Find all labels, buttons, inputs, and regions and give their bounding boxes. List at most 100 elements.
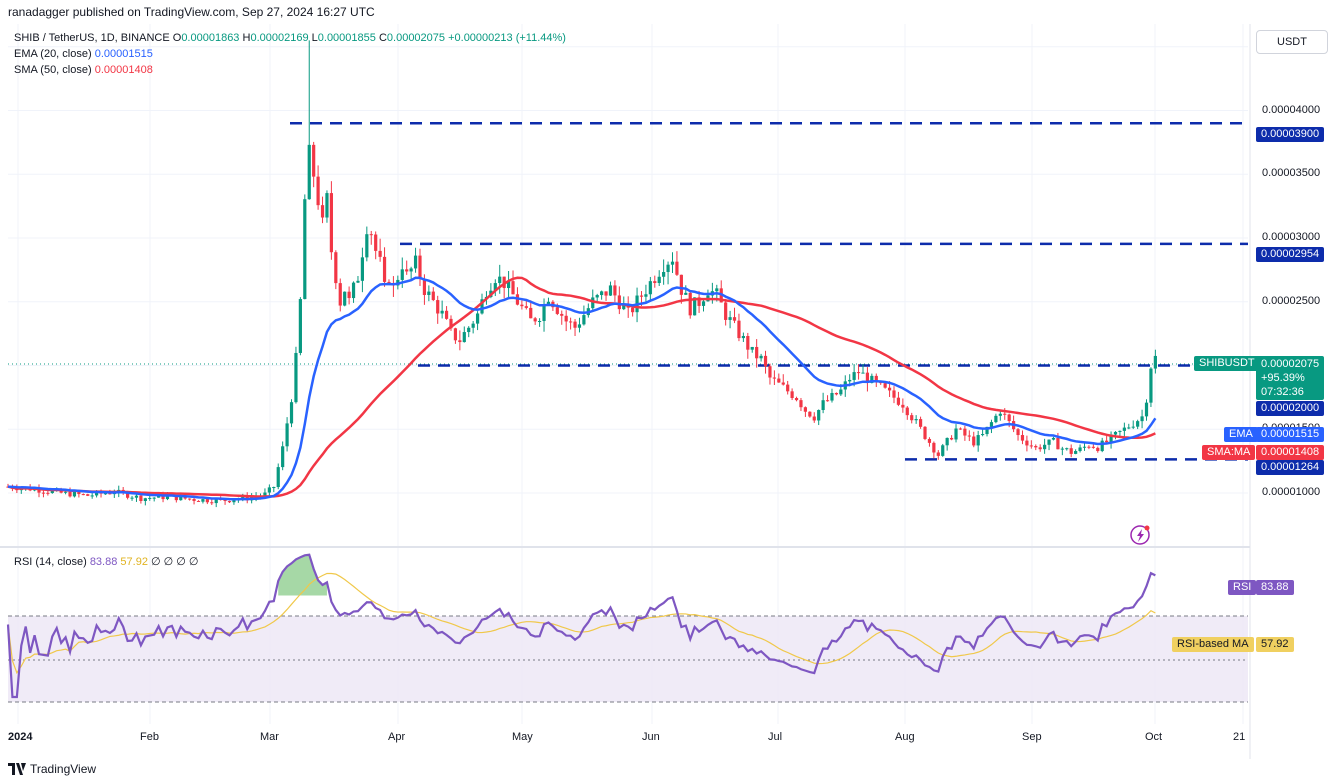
candle-body [786, 384, 790, 392]
candle-body [378, 250, 382, 257]
candle-body [86, 494, 90, 496]
candle-body [777, 378, 781, 383]
candle-body [205, 499, 209, 503]
close-value: 0.00002075 [386, 32, 446, 44]
time-tick-label: Apr [388, 731, 406, 743]
candle-body [130, 497, 134, 499]
ema-value-tag: 0.00001515 [1256, 427, 1325, 442]
candle-body [1127, 427, 1131, 429]
candle-body [1113, 431, 1118, 435]
candle-body [1091, 446, 1095, 448]
candle-body [1025, 440, 1029, 446]
price-chart [0, 24, 1251, 759]
candle-body [657, 276, 661, 283]
last-price-pct: +95.39% [1261, 372, 1305, 384]
candle-body [320, 205, 325, 218]
candle-body [1038, 447, 1042, 450]
candle-body [737, 320, 741, 339]
candle-body [174, 495, 178, 501]
tradingview-logo-icon [8, 763, 26, 775]
candle-body [799, 400, 803, 408]
time-tick-label: Sep [1022, 731, 1042, 743]
currency-button[interactable]: USDT [1256, 30, 1328, 54]
low-value: 0.00001855 [317, 32, 376, 44]
candle-body [688, 292, 692, 316]
candle-body [498, 276, 502, 284]
candle-body [896, 397, 901, 405]
candle-body [839, 389, 843, 395]
candle-body [77, 491, 81, 495]
candle-body [834, 392, 839, 395]
candle-body [232, 500, 236, 503]
rsi-ma-tag: RSI-based MA [1172, 637, 1254, 652]
candle-body [613, 285, 617, 296]
candle-body [223, 499, 227, 502]
candle-body [732, 317, 737, 321]
candle-body [347, 291, 351, 299]
candle-body [440, 310, 444, 314]
candle-body [1065, 448, 1069, 450]
level-label-1264: 0.00001264 [1256, 460, 1325, 475]
candle-body [870, 375, 874, 383]
candle-body [227, 501, 232, 503]
candle-body [892, 390, 896, 398]
candle-body [303, 199, 307, 300]
price-tick-label: 0.00002500 [1262, 294, 1321, 307]
candle-body [1016, 429, 1020, 436]
ema-legend[interactable]: EMA (20, close) 0.00001515 [14, 48, 153, 60]
candle-body [413, 255, 418, 269]
candle-body [72, 491, 77, 497]
candle-body [329, 193, 333, 253]
candle-body [1003, 413, 1007, 415]
symbol-title: SHIB / TetherUS, 1D, BINANCE [14, 32, 170, 44]
ema-20-line [7, 276, 1157, 501]
candle-body [741, 336, 745, 339]
candle-body [989, 422, 994, 427]
candle-body [316, 176, 320, 206]
candle-body [46, 492, 50, 494]
candle-body [967, 435, 971, 437]
candle-body [343, 291, 347, 306]
candle-body [1060, 448, 1064, 450]
candle-body [865, 372, 870, 383]
candle-body [165, 495, 170, 500]
candle-body [790, 391, 794, 399]
rsi-tag: RSI [1228, 580, 1257, 595]
candle-body [63, 491, 68, 493]
candle-body [334, 252, 338, 284]
candle-body [648, 281, 652, 295]
lightning-icon[interactable] [1130, 525, 1150, 545]
candle-body [1087, 446, 1091, 448]
candle-body [759, 355, 763, 359]
candle-body [196, 500, 201, 502]
candle-body [1069, 448, 1073, 454]
sma-50-line [7, 276, 1156, 498]
candle-body [666, 264, 670, 273]
candle-body [653, 281, 657, 283]
rsi-ma-value-tag: 57.92 [1256, 637, 1294, 652]
candle-body [905, 407, 909, 416]
candle-body [90, 495, 94, 497]
candle-body [134, 495, 139, 498]
candle-body [808, 411, 812, 417]
candle-body [746, 336, 750, 350]
candle-body [272, 487, 276, 489]
candle-body [936, 452, 940, 456]
candle-body [600, 291, 604, 296]
candle-body [444, 310, 449, 319]
candle-body [276, 467, 280, 488]
candle-body [883, 383, 887, 388]
candle-body [976, 435, 980, 446]
candle-body [981, 434, 985, 436]
time-tick-label: Mar [260, 731, 279, 743]
candle-body [941, 445, 945, 456]
level-label-39: 0.00003900 [1256, 127, 1325, 142]
candle-body [263, 492, 267, 496]
time-tick-label: Aug [895, 731, 915, 743]
rsi-legend[interactable]: RSI (14, close) 83.88 57.92 ∅ ∅ ∅ ∅ [14, 556, 199, 568]
candle-body [369, 234, 373, 236]
sma-legend[interactable]: SMA (50, close) 0.00001408 [14, 64, 153, 76]
candle-body [679, 274, 683, 295]
candle-body [1051, 437, 1056, 440]
candle-body [374, 234, 378, 251]
